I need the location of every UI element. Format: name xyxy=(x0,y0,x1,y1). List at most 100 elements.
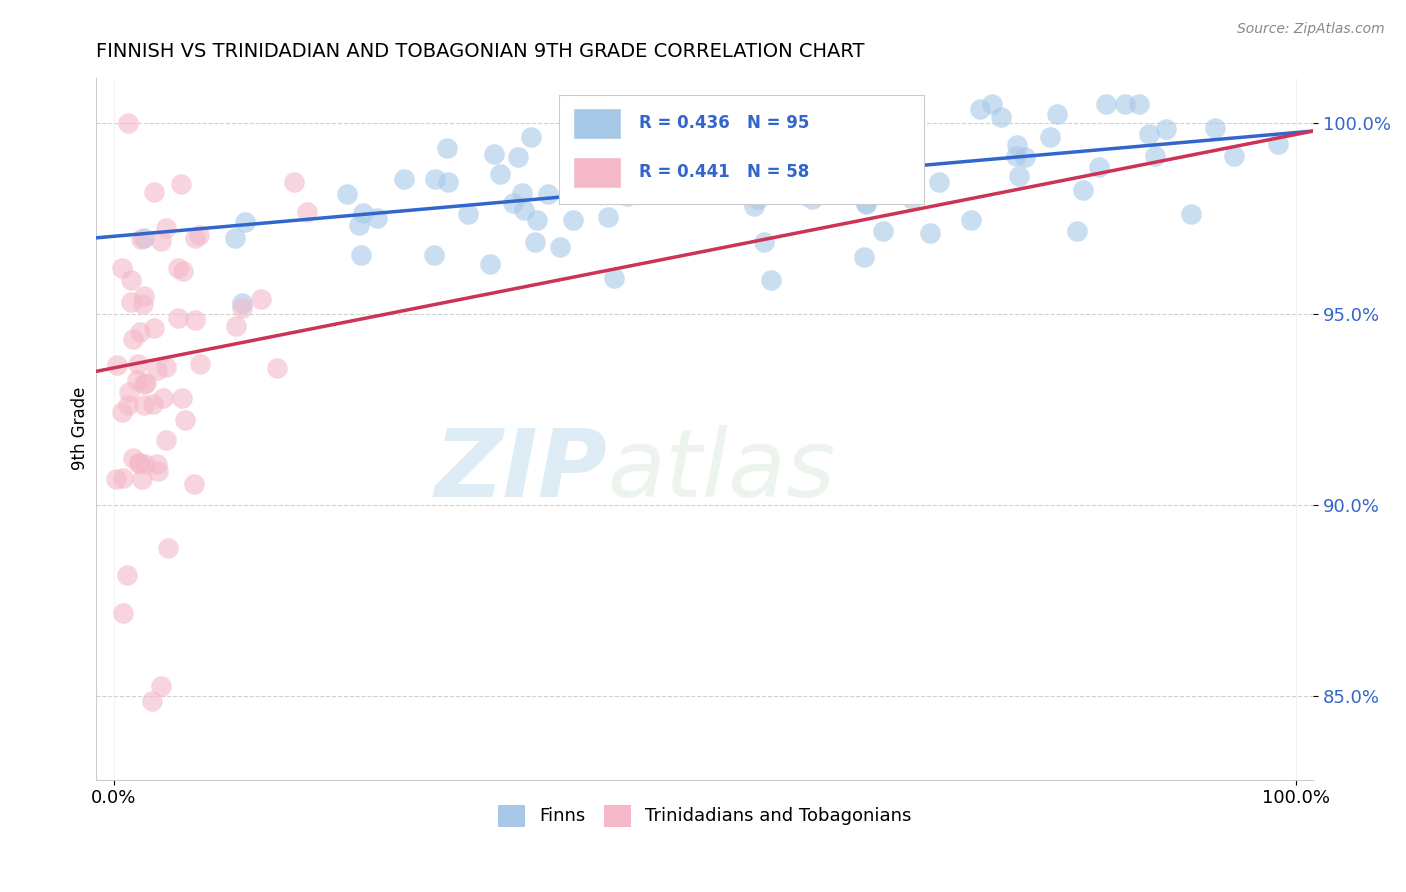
Point xyxy=(283,175,305,189)
Point xyxy=(776,151,799,165)
Point xyxy=(146,363,169,377)
Point xyxy=(129,325,152,339)
Point xyxy=(187,227,209,242)
Point xyxy=(143,321,166,335)
Point xyxy=(641,151,664,165)
Point xyxy=(266,361,288,376)
Point xyxy=(111,260,134,275)
Point xyxy=(794,187,817,202)
Point xyxy=(620,113,643,128)
Point xyxy=(423,172,446,186)
Point xyxy=(132,297,155,311)
Point xyxy=(224,231,246,245)
Point xyxy=(1128,97,1150,112)
Point xyxy=(524,235,547,249)
Point xyxy=(134,289,156,303)
Point xyxy=(170,177,193,191)
Point xyxy=(225,318,247,333)
Point xyxy=(749,183,772,197)
Point xyxy=(865,148,887,162)
Point xyxy=(1114,97,1136,112)
Point xyxy=(1014,150,1036,164)
Point xyxy=(730,145,752,159)
Point xyxy=(131,472,153,486)
Point xyxy=(565,163,588,178)
Point xyxy=(616,189,638,203)
Point xyxy=(155,221,177,235)
Point xyxy=(478,257,501,271)
Point xyxy=(118,384,141,399)
Point xyxy=(134,457,156,471)
Point xyxy=(183,477,205,491)
Point xyxy=(134,398,156,412)
Point xyxy=(759,272,782,286)
Point xyxy=(742,199,765,213)
Point xyxy=(510,186,533,200)
Point xyxy=(853,251,876,265)
Point xyxy=(526,213,548,227)
Point xyxy=(513,203,536,218)
Point xyxy=(155,360,177,375)
Point xyxy=(647,169,669,183)
Point xyxy=(896,155,918,169)
Point xyxy=(172,391,194,405)
Point xyxy=(581,186,603,200)
Point xyxy=(855,195,877,210)
Point xyxy=(900,193,922,207)
Point xyxy=(134,376,156,391)
Point xyxy=(747,192,769,206)
Point xyxy=(436,141,458,155)
Point xyxy=(188,358,211,372)
Point xyxy=(609,149,631,163)
Point xyxy=(675,157,697,171)
Point xyxy=(366,211,388,226)
Point xyxy=(669,185,692,199)
Point xyxy=(752,235,775,249)
Point xyxy=(111,405,134,419)
Point xyxy=(166,310,188,325)
Point xyxy=(117,116,139,130)
Point xyxy=(875,174,897,188)
Point xyxy=(135,376,157,390)
Point xyxy=(548,240,571,254)
Point xyxy=(789,125,811,139)
Point xyxy=(146,457,169,471)
Point xyxy=(231,301,253,315)
Point xyxy=(1046,107,1069,121)
Point xyxy=(1204,120,1226,135)
Point xyxy=(603,271,626,285)
Point xyxy=(841,112,863,127)
Point xyxy=(105,472,128,486)
Point xyxy=(173,413,195,427)
Point xyxy=(520,129,543,144)
Point xyxy=(172,263,194,277)
Point xyxy=(1039,130,1062,145)
Text: FINNISH VS TRINIDADIAN AND TOBAGONIAN 9TH GRADE CORRELATION CHART: FINNISH VS TRINIDADIAN AND TOBAGONIAN 9T… xyxy=(96,42,865,61)
Point xyxy=(152,392,174,406)
Point xyxy=(457,206,479,220)
Point xyxy=(981,97,1004,112)
Point xyxy=(482,147,505,161)
Point xyxy=(1095,97,1118,112)
Point xyxy=(111,471,134,485)
Point xyxy=(436,175,458,189)
Point xyxy=(146,465,169,479)
Point xyxy=(1071,183,1094,197)
Point xyxy=(155,433,177,447)
Point xyxy=(233,215,256,229)
Point xyxy=(918,226,941,240)
Point xyxy=(125,373,148,387)
Point xyxy=(117,398,139,412)
Point xyxy=(860,113,883,128)
Point xyxy=(350,248,373,262)
Point xyxy=(105,358,128,372)
Point xyxy=(562,213,585,227)
Point xyxy=(128,456,150,470)
Point xyxy=(150,679,173,693)
Y-axis label: 9th Grade: 9th Grade xyxy=(72,387,89,470)
Point xyxy=(770,134,793,148)
Point xyxy=(423,248,446,262)
Point xyxy=(1137,128,1160,142)
Point xyxy=(502,195,524,210)
Point xyxy=(120,273,142,287)
